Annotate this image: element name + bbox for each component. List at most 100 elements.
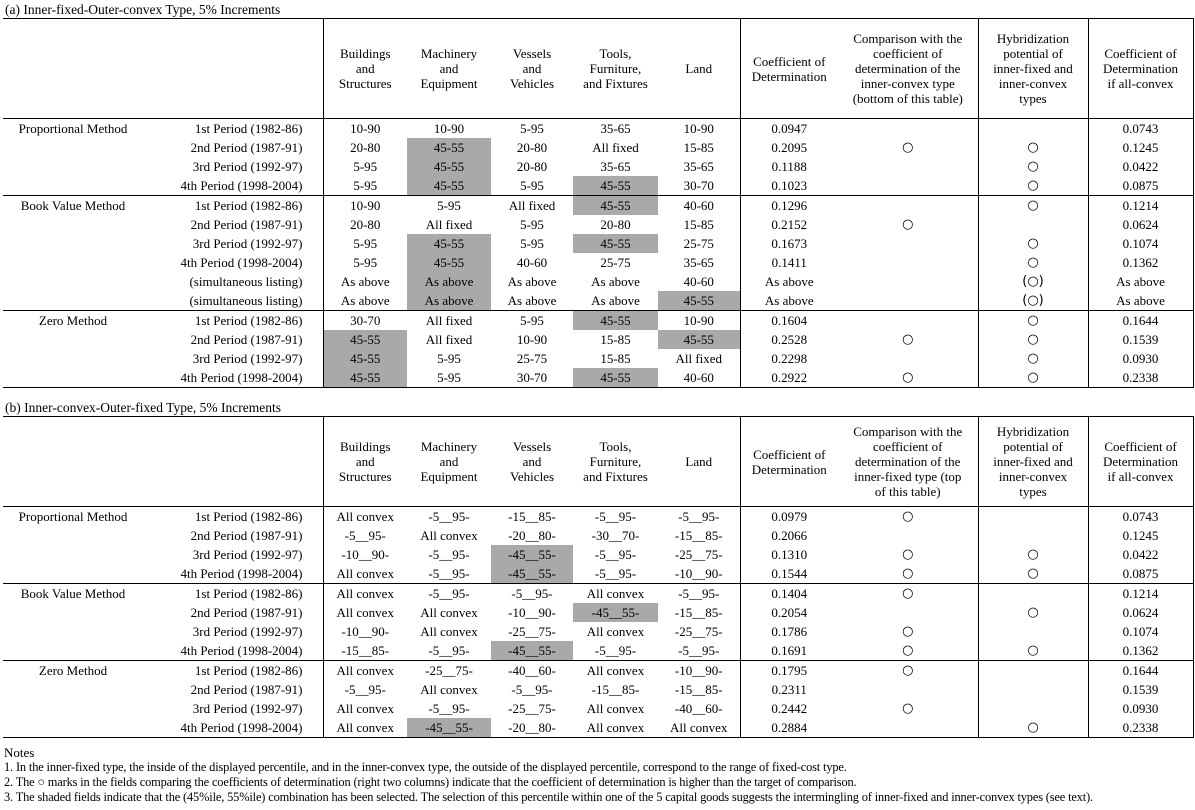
hybridization-mark: ○ <box>977 310 1088 330</box>
hybridization-mark <box>977 622 1088 641</box>
percentile-cell: All convex <box>586 624 645 639</box>
percentile-cell: -15__85- <box>674 528 723 543</box>
coefficient-all-convex-cell: 0.0930 <box>1087 349 1194 368</box>
coefficient-cell: 0.1188 <box>739 157 838 176</box>
hybridization-mark: ○ <box>977 349 1088 368</box>
percentile-cell: All convex <box>322 699 407 718</box>
percentile-cell: All convex <box>586 701 645 716</box>
percentile-cell: -10__90- <box>674 566 723 581</box>
percentile-cell: 45-55 <box>407 138 491 157</box>
column-header: Comparison with the coefficient of deter… <box>838 416 978 507</box>
comparison-mark <box>838 272 978 291</box>
hybridization-mark <box>977 118 1088 138</box>
percentile-cell: All convex <box>573 583 658 603</box>
comparison-mark: ○ <box>902 547 914 562</box>
percentile-cell: -20__80- <box>508 720 556 735</box>
percentile-cell: -15__85- <box>674 682 723 697</box>
percentile-cell: -5__95- <box>573 506 658 526</box>
hybridization-mark <box>977 583 1088 603</box>
percentile-cell: All fixed <box>425 332 473 347</box>
comparison-mark <box>838 680 978 699</box>
coefficient-cell: 0.1544 <box>739 564 838 584</box>
comparison-mark <box>838 349 978 368</box>
percentile-cell: 5-95 <box>437 351 461 366</box>
column-header: Coefficient of Determination <box>739 416 838 507</box>
method-label: Proportional Method <box>3 506 143 584</box>
table-row: 3rd Period (1992-97) 5-95 45-55 5-95 45-55 25… <box>3 234 1194 253</box>
percentile-cell: -10__90- <box>322 545 407 564</box>
coefficient-all-convex-cell: 0.1074 <box>1087 622 1194 641</box>
coefficient-cell: 0.0947 <box>739 118 838 138</box>
table-row: 2nd Period (1987-91) 20-80 All fixed 5-95 20… <box>3 215 1194 234</box>
table-row: Proportional Method 1st Period (1982-86) A… <box>3 506 1194 584</box>
percentile-cell: -45__55- <box>491 545 573 564</box>
coefficient-cell: 0.2442 <box>739 699 838 718</box>
data-table-a: Buildings and Structures Machinery and Eq… <box>3 18 1194 388</box>
coefficient-all-convex-cell: 0.1539 <box>1087 680 1194 699</box>
percentile-cell: 5-95 <box>322 234 407 253</box>
coefficient-cell: 0.1296 <box>739 195 838 215</box>
percentile-cell: As above <box>322 272 407 291</box>
percentile-cell: 45-55 <box>322 349 407 368</box>
percentile-cell: As above <box>591 293 640 308</box>
percentile-cell: All convex <box>322 564 407 584</box>
table-row: 2nd Period (1987-91) -5__95- All convex -20… <box>3 526 1194 545</box>
percentile-cell: 10-90 <box>407 118 491 138</box>
percentile-cell: 45-55 <box>407 157 491 176</box>
method-label: Proportional Method <box>3 118 143 196</box>
percentile-cell: 45-55 <box>573 368 658 388</box>
percentile-cell: All fixed <box>491 195 573 215</box>
percentile-cell: 25-75 <box>600 255 631 270</box>
percentile-cell: 10-90 <box>658 118 740 138</box>
percentile-cell: -5__95- <box>658 506 740 526</box>
notes-section: Notes 1. In the inner-fixed type, the in… <box>4 745 1193 805</box>
table-row: 3rd Period (1992-97) -10__90- All convex -2… <box>3 622 1194 641</box>
period-label: 1st Period (1982-86) <box>143 310 323 330</box>
percentile-cell: 35-65 <box>573 118 658 138</box>
table-row: 3rd Period (1992-97) 5-95 45-55 20-80 35-65 3… <box>3 157 1194 176</box>
percentile-cell: All convex <box>322 718 407 738</box>
table-row: Zero Method 1st Period (1982-86) 30-70 All … <box>3 310 1194 388</box>
percentile-cell: 45-55 <box>658 330 740 349</box>
percentile-cell: 45-55 <box>573 176 658 196</box>
period-label: 4th Period (1998-2004) <box>180 566 303 581</box>
notes-title: Notes <box>4 745 35 760</box>
method-label: Zero Method <box>3 310 143 388</box>
percentile-cell: 25-75 <box>683 236 714 251</box>
percentile-cell: 15-85 <box>600 351 631 366</box>
column-header: Machinery and Equipment <box>407 416 491 507</box>
table-row: 4th Period (1998-2004) All convex -5__95- -… <box>3 564 1194 584</box>
percentile-cell: -5__95- <box>594 547 637 562</box>
column-header: Coefficient of Determination if all-conv… <box>1087 18 1194 119</box>
header-row: Buildings and Structures Machinery and Eq… <box>3 416 1194 507</box>
period-label: 1st Period (1982-86) <box>143 195 323 215</box>
coefficient-all-convex-cell: 0.0875 <box>1087 176 1194 196</box>
percentile-cell: 35-65 <box>600 159 631 174</box>
period-label: 4th Period (1998-2004) <box>180 643 303 658</box>
percentile-cell: All convex <box>322 506 407 526</box>
percentile-cell: All convex <box>420 682 478 697</box>
column-header: Land <box>658 416 740 507</box>
period-label: 2nd Period (1987-91) <box>190 332 303 347</box>
hybridization-mark: ○ <box>977 603 1088 622</box>
comparison-mark: ○ <box>902 624 914 639</box>
period-label: 2nd Period (1987-91) <box>190 140 303 155</box>
percentile-cell: -15__85- <box>591 682 640 697</box>
percentile-cell: -5__95- <box>428 547 470 562</box>
coefficient-all-convex-cell: 0.0930 <box>1087 699 1194 718</box>
percentile-cell: 20-80 <box>600 217 631 232</box>
percentile-cell: 30-70 <box>322 310 407 330</box>
percentile-cell: -15__85- <box>491 506 573 526</box>
method-label: Zero Method <box>3 660 143 738</box>
column-header: Hybridization potential of inner-fixed a… <box>977 18 1088 119</box>
percentile-cell: As above <box>591 274 640 289</box>
percentile-cell: 15-85 <box>600 332 631 347</box>
period-label: 4th Period (1998-2004) <box>180 178 303 193</box>
percentile-cell: All convex <box>420 528 478 543</box>
percentile-cell: -25__75- <box>508 701 556 716</box>
percentile-cell: 5-95 <box>520 236 544 251</box>
percentile-cell: -15__85- <box>674 605 723 620</box>
column-header: Machinery and Equipment <box>407 18 491 119</box>
percentile-cell: -5__95- <box>428 643 470 658</box>
